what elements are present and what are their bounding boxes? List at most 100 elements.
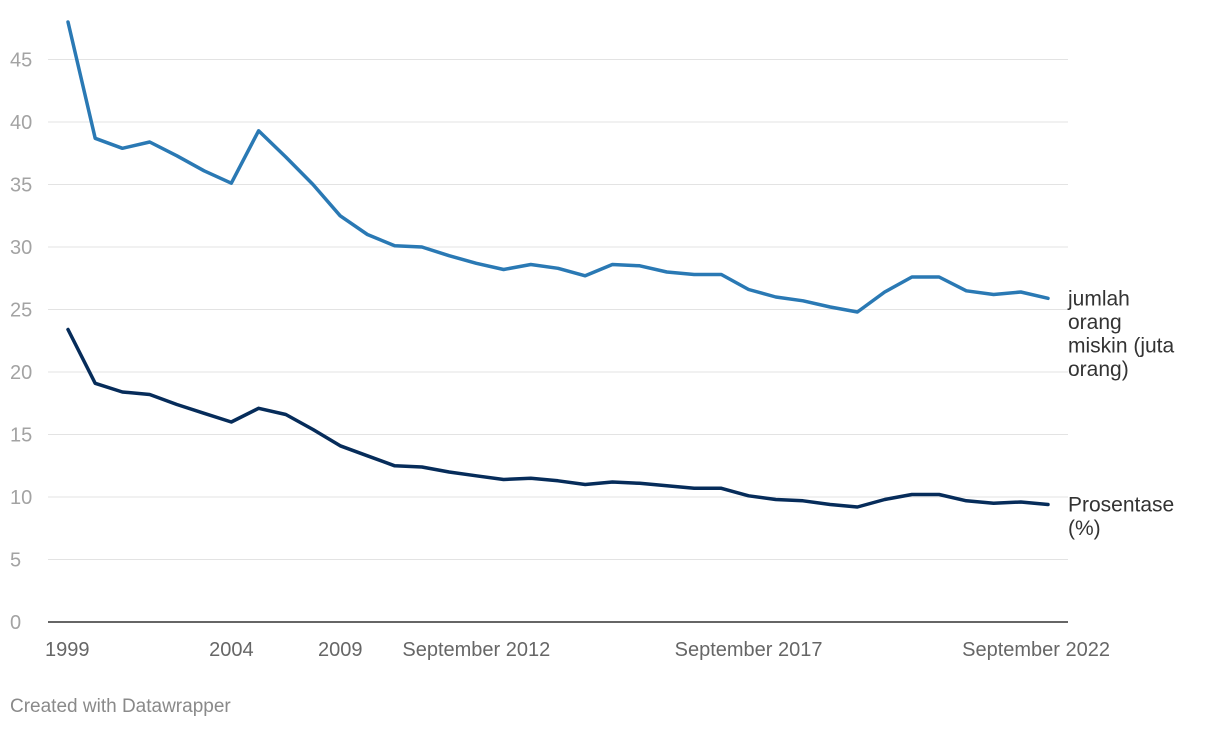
data-point-s0-9 <box>312 183 315 186</box>
data-point-s0-32 <box>938 276 941 279</box>
data-point-s0-10 <box>339 214 342 217</box>
data-point-s1-30 <box>883 498 886 501</box>
data-point-s1-14 <box>448 471 451 474</box>
x-tick-label-3: September 2012 <box>402 639 550 661</box>
data-point-s0-16 <box>502 268 505 271</box>
data-point-s1-15 <box>475 474 478 477</box>
data-point-s0-7 <box>257 129 260 132</box>
data-point-s0-13 <box>420 246 423 249</box>
data-point-s0-6 <box>230 182 233 185</box>
y-tick-label-0: 0 <box>10 612 21 634</box>
data-point-s0-4 <box>175 154 178 157</box>
data-point-s1-28 <box>829 503 832 506</box>
data-point-s0-17 <box>529 263 532 266</box>
data-point-s0-8 <box>284 156 287 159</box>
y-tick-label-10: 10 <box>10 487 32 509</box>
data-point-s1-2 <box>121 391 124 394</box>
data-point-s0-11 <box>366 233 369 236</box>
data-point-s1-23 <box>693 487 696 490</box>
data-point-s1-29 <box>856 506 859 509</box>
data-point-s1-6 <box>230 421 233 424</box>
data-point-s1-8 <box>284 413 287 416</box>
y-tick-label-20: 20 <box>10 362 32 384</box>
data-point-s0-5 <box>203 169 206 172</box>
data-point-s1-27 <box>802 499 805 502</box>
data-point-s1-0 <box>67 328 70 331</box>
x-tick-label-4: September 2017 <box>675 639 823 661</box>
x-tick-label-1: 2004 <box>209 639 254 661</box>
data-point-s0-29 <box>856 311 859 314</box>
data-point-s1-5 <box>203 412 206 415</box>
series-line-0 <box>66 20 1050 314</box>
data-point-s0-1 <box>94 137 97 140</box>
data-point-s1-24 <box>720 487 723 490</box>
data-point-s0-30 <box>883 291 886 294</box>
data-point-s0-0 <box>67 21 70 24</box>
data-point-s0-20 <box>611 263 614 266</box>
x-tick-label-0: 1999 <box>45 639 90 661</box>
data-point-s0-36 <box>1047 297 1050 300</box>
x-tick-label-5: September 2022 <box>962 639 1110 661</box>
data-point-s0-31 <box>910 276 913 279</box>
data-point-s0-28 <box>829 306 832 309</box>
data-point-s1-7 <box>257 407 260 410</box>
data-point-s1-36 <box>1047 503 1050 506</box>
series-label-line: orang) <box>1068 358 1129 381</box>
series-label-0: jumlah orang miskin (juta orang) <box>1067 287 1175 381</box>
data-point-s1-1 <box>94 382 97 385</box>
data-point-s1-33 <box>965 499 968 502</box>
data-point-s0-23 <box>693 273 696 276</box>
data-point-s1-16 <box>502 478 505 481</box>
data-point-s0-2 <box>121 147 124 150</box>
y-tick-label-35: 35 <box>10 175 32 197</box>
data-point-s1-10 <box>339 444 342 447</box>
data-point-s0-18 <box>557 267 560 270</box>
data-point-s1-18 <box>557 479 560 482</box>
y-tick-label-40: 40 <box>10 112 32 134</box>
series-label-line: Prosentase <box>1068 494 1174 517</box>
data-point-s1-21 <box>638 482 641 485</box>
data-point-s0-3 <box>148 141 151 144</box>
data-point-s0-22 <box>665 271 668 274</box>
data-point-s1-3 <box>148 393 151 396</box>
data-point-s0-19 <box>584 274 587 277</box>
y-tick-label-45: 45 <box>10 50 32 72</box>
series-label-line: miskin (juta <box>1068 334 1175 357</box>
data-point-s0-12 <box>393 244 396 247</box>
x-tick-label-2: 2009 <box>318 639 363 661</box>
y-tick-label-5: 5 <box>10 550 21 572</box>
data-point-s0-34 <box>992 293 995 296</box>
series-label-line: (%) <box>1068 517 1101 540</box>
data-point-s1-25 <box>747 494 750 497</box>
credit-text: Created with Datawrapper <box>10 696 231 717</box>
data-point-s0-21 <box>638 264 641 267</box>
data-point-s0-24 <box>720 273 723 276</box>
data-point-s1-11 <box>366 454 369 457</box>
y-tick-label-25: 25 <box>10 300 32 322</box>
data-point-s1-12 <box>393 464 396 467</box>
data-point-s1-19 <box>584 483 587 486</box>
data-point-s0-27 <box>802 299 805 302</box>
data-point-s1-4 <box>175 403 178 406</box>
data-point-s0-26 <box>774 296 777 299</box>
data-point-s0-35 <box>1019 291 1022 294</box>
series-label-1: Prosentase (%) <box>1068 494 1174 541</box>
series-label-line: jumlah <box>1067 287 1130 310</box>
data-point-s1-35 <box>1019 501 1022 504</box>
data-point-s0-25 <box>747 288 750 291</box>
series-label-line: orang <box>1068 311 1122 334</box>
data-point-s0-14 <box>448 254 451 257</box>
data-point-s1-22 <box>665 484 668 487</box>
data-point-s0-33 <box>965 289 968 292</box>
data-point-s1-26 <box>774 498 777 501</box>
data-point-s1-13 <box>420 466 423 469</box>
data-point-s0-15 <box>475 262 478 265</box>
data-point-s1-9 <box>312 428 315 431</box>
y-tick-label-15: 15 <box>10 425 32 447</box>
data-point-s1-20 <box>611 481 614 484</box>
data-point-s1-34 <box>992 502 995 505</box>
y-tick-label-30: 30 <box>10 237 32 259</box>
data-point-s1-17 <box>529 477 532 480</box>
